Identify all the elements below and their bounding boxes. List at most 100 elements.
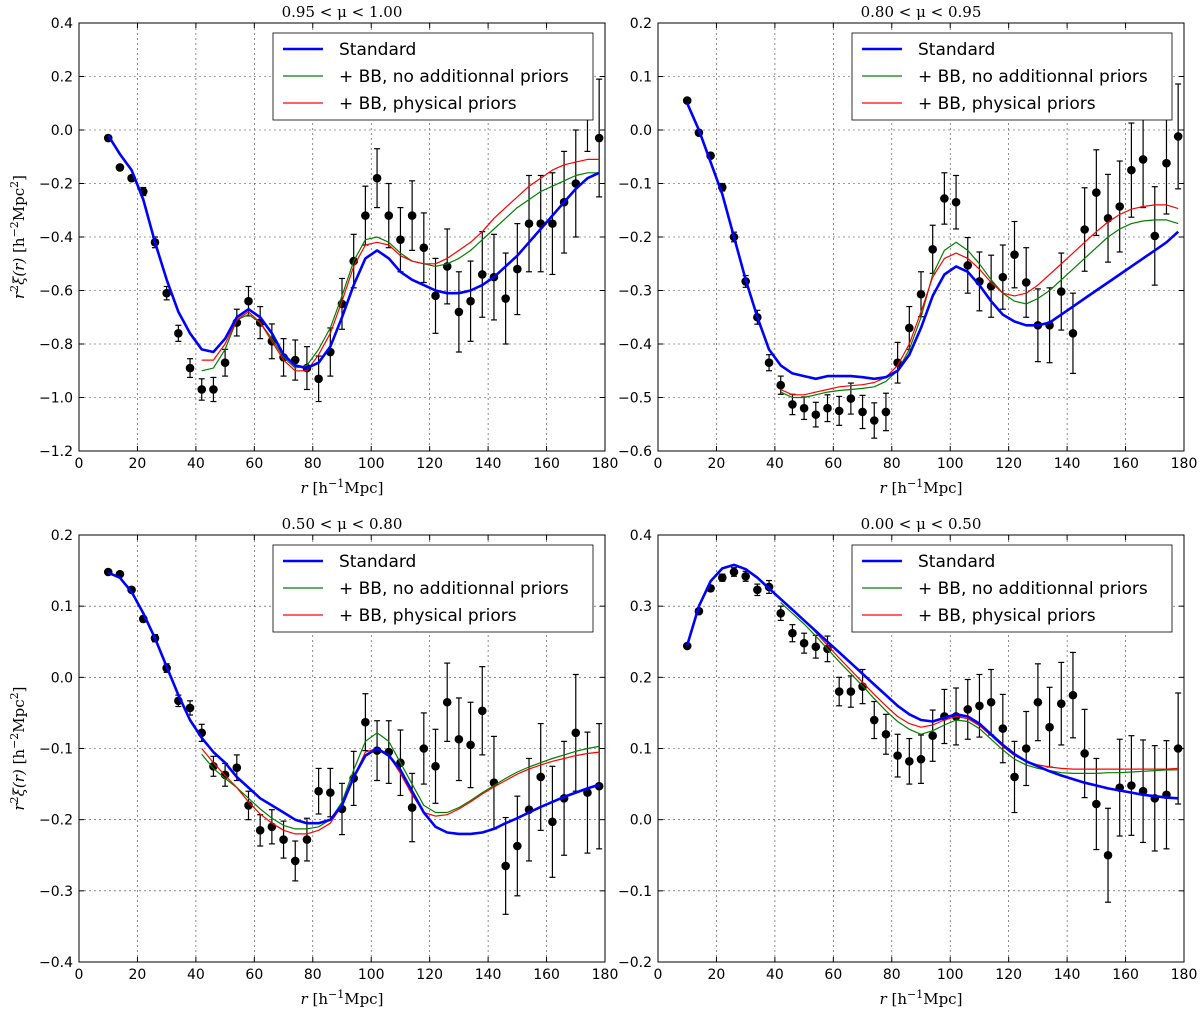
data-point: [928, 731, 937, 740]
data-point: [1021, 278, 1031, 287]
y-tick-label: −0.8: [39, 337, 73, 353]
data-point: [776, 608, 786, 618]
y-tick-label: −0.3: [39, 884, 73, 900]
data-point: [419, 243, 429, 252]
x-tick-label: 20: [129, 967, 147, 983]
data-point: [314, 786, 323, 796]
data-point: [1045, 722, 1054, 732]
y-tick-label: 0.4: [630, 528, 652, 544]
data-point: [869, 416, 879, 425]
data-point: [834, 687, 844, 696]
data-point: [571, 728, 581, 738]
y-axis-label: r2ξ(r) [h−2Mpc2]: [8, 175, 28, 299]
x-tick-label: 120: [416, 967, 443, 983]
data-point: [741, 571, 750, 581]
data-point: [893, 751, 902, 760]
legend: Standard + BB, no additionnal priors + BB,…: [851, 32, 1173, 121]
legend-label-2: + BB, no additionnal priors: [918, 579, 1148, 599]
y-tick-label: 0.3: [630, 599, 652, 615]
x-tick-label: 0: [75, 967, 84, 983]
x-tick-label: 60: [824, 456, 842, 472]
data-point: [788, 400, 797, 409]
legend-label-2: + BB, no additionnal priors: [339, 579, 569, 599]
data-point: [1010, 772, 1019, 782]
data-point: [846, 394, 856, 403]
x-tick-label: 120: [995, 967, 1022, 983]
data-point: [823, 403, 832, 413]
x-tick-label: 180: [1171, 967, 1198, 983]
y-tick-label: −0.5: [618, 391, 652, 407]
data-point: [1162, 158, 1171, 168]
legend: Standard + BB, no additionnal priors + BB,…: [272, 544, 594, 633]
series-line-1: [685, 563, 1179, 800]
y-tick-label: −1.0: [39, 391, 73, 407]
series-line-2: [780, 602, 1179, 774]
legend-box: [272, 544, 594, 633]
data-point: [811, 642, 821, 652]
data-point: [717, 573, 727, 582]
legend-label-3: + BB, physical priors: [339, 606, 517, 626]
data-point: [466, 740, 475, 750]
x-tick-label: 60: [245, 456, 263, 472]
data-point: [466, 296, 475, 306]
x-tick-label: 100: [358, 967, 385, 983]
data-point: [1056, 699, 1066, 708]
data-point: [361, 717, 370, 727]
panel-2: 0 20 40 60 80 100 120 140 160 180 −0.6 −0.5 −0.4 −0.3…: [618, 3, 1197, 497]
y-tick-label: −0.4: [618, 337, 652, 353]
data-point: [279, 835, 288, 844]
data-point: [442, 697, 452, 707]
x-tick-label: 80: [883, 456, 901, 472]
y-tick-label: 0.1: [630, 70, 652, 86]
data-point: [255, 826, 265, 835]
data-point: [776, 380, 786, 390]
legend-label-3: + BB, physical priors: [918, 606, 1096, 626]
x-tick-label: 180: [592, 967, 619, 983]
data-point: [396, 235, 405, 244]
data-point: [1092, 188, 1101, 197]
data-point: [1033, 697, 1043, 707]
data-point: [548, 219, 557, 228]
panel-title: 0.80 < μ < 0.95: [861, 3, 982, 21]
data-point: [963, 261, 973, 270]
data-point: [753, 585, 762, 595]
data-point: [1173, 132, 1183, 141]
data-point: [1115, 202, 1125, 211]
data-point: [975, 701, 984, 711]
data-point: [1010, 250, 1019, 259]
data-point: [302, 835, 312, 844]
x-tick-label: 80: [304, 456, 322, 472]
y-tick-label: −0.4: [39, 230, 73, 246]
data-point: [384, 211, 394, 220]
legend-label-1: Standard: [918, 552, 995, 572]
y-tick-label: −0.6: [39, 284, 73, 300]
data-point: [419, 744, 429, 753]
x-tick-label: 160: [1112, 967, 1139, 983]
data-point: [940, 194, 949, 203]
data-point: [174, 329, 183, 338]
data-point: [594, 781, 604, 791]
x-tick-label: 20: [129, 456, 147, 472]
x-tick-label: 20: [708, 967, 726, 983]
x-tick-label: 160: [533, 456, 560, 472]
series-line-3: [201, 747, 600, 835]
data-point: [407, 803, 417, 812]
data-point: [594, 133, 604, 143]
ticks: 0 20 40 60 80 100 120 140 160 180 −0.2 −0.1 0.0 0.1 0.…: [618, 528, 1197, 983]
data-point: [1056, 287, 1066, 296]
x-tick-label: 100: [937, 967, 964, 983]
panel-1: 0 20 40 60 80 100 120 140 160 180 −1.2 −1.0 −0.8 −0.6…: [8, 3, 618, 497]
data-point: [513, 841, 522, 851]
data-point: [1103, 850, 1113, 860]
y-tick-label: −0.1: [618, 884, 652, 900]
data-point: [905, 323, 914, 333]
plot-frame: [657, 22, 1185, 452]
data-point: [1068, 329, 1078, 338]
data-point: [729, 567, 739, 577]
data-point: [361, 211, 370, 220]
y-tick-label: 0.0: [51, 123, 73, 139]
legend-box: [272, 32, 594, 121]
x-tick-label: 80: [883, 967, 901, 983]
data-point: [916, 289, 926, 299]
